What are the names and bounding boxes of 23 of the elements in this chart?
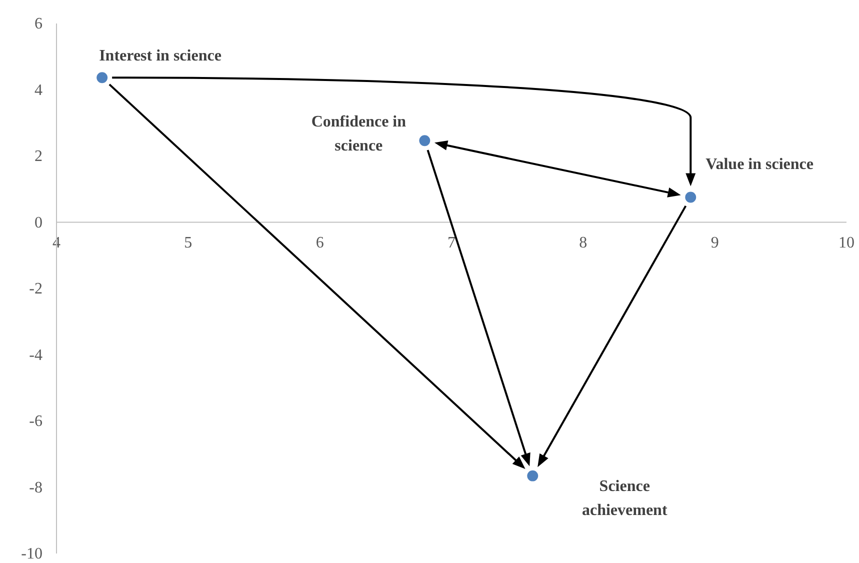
x-tick-label: 10 [838, 234, 854, 252]
y-tick-label: -10 [21, 546, 42, 562]
y-tick-label: 0 [34, 214, 42, 232]
point [419, 135, 430, 146]
x-tick-label: 8 [579, 234, 588, 252]
point [527, 470, 538, 482]
y-tick-label: -4 [29, 346, 42, 364]
annotation: Confidence in science [311, 114, 406, 155]
y-tick-label: -2 [29, 280, 42, 298]
point [96, 72, 108, 84]
y-tick-label: -8 [29, 479, 42, 496]
annotation: Value in science [706, 156, 814, 174]
y-tick-label: 4 [34, 82, 42, 99]
y-tick-label: 2 [34, 148, 42, 165]
x-tick-label: 9 [710, 234, 719, 252]
annotation: Science achievement [582, 478, 668, 519]
x-tick-label: 5 [184, 234, 192, 252]
annotation: Interest in science [99, 48, 222, 65]
x-tick-label: 7 [448, 234, 456, 252]
y-tick-label: 6 [34, 16, 42, 32]
x-tick-label: 6 [316, 234, 324, 252]
point [685, 192, 696, 203]
y-tick-label: -6 [29, 413, 42, 430]
